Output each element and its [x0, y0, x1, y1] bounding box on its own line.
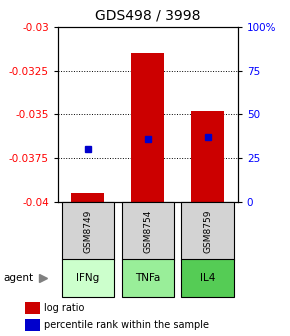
Bar	[122, 202, 174, 260]
Text: agent: agent	[3, 273, 33, 283]
Bar	[182, 259, 234, 297]
Bar	[131, 53, 164, 202]
Bar	[25, 302, 40, 314]
Title: GDS498 / 3998: GDS498 / 3998	[95, 9, 201, 23]
Text: GSM8754: GSM8754	[143, 209, 153, 253]
Text: GSM8759: GSM8759	[203, 209, 212, 253]
Text: GSM8749: GSM8749	[84, 209, 93, 253]
Bar	[61, 202, 114, 260]
Bar	[191, 111, 224, 202]
Bar	[25, 319, 40, 331]
Text: IL4: IL4	[200, 273, 215, 283]
Text: percentile rank within the sample: percentile rank within the sample	[44, 320, 209, 330]
Text: log ratio: log ratio	[44, 303, 84, 313]
Bar	[122, 259, 174, 297]
Bar	[182, 202, 234, 260]
Text: TNFa: TNFa	[135, 273, 161, 283]
Bar	[71, 193, 104, 202]
Text: IFNg: IFNg	[76, 273, 99, 283]
Bar	[61, 259, 114, 297]
